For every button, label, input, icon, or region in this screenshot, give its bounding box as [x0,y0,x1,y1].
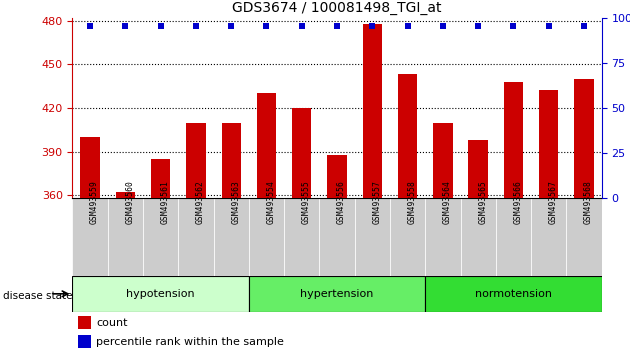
Text: GSM493558: GSM493558 [408,180,416,224]
Point [85,24,95,29]
Bar [116,193,135,198]
Bar [222,122,241,198]
FancyBboxPatch shape [249,276,425,312]
FancyBboxPatch shape [566,198,602,276]
Bar [186,122,205,198]
Text: GSM493568: GSM493568 [584,180,593,224]
Text: GSM493560: GSM493560 [125,180,134,224]
Point [367,24,377,29]
Bar [469,140,488,198]
FancyBboxPatch shape [319,198,355,276]
Text: GSM493566: GSM493566 [513,180,522,224]
Bar [151,159,170,198]
Text: GSM493554: GSM493554 [266,180,275,224]
FancyBboxPatch shape [531,198,566,276]
FancyBboxPatch shape [425,276,602,312]
FancyBboxPatch shape [249,198,284,276]
Text: hypotension: hypotension [127,289,195,299]
Bar [363,23,382,198]
Bar [77,316,91,329]
Text: percentile rank within the sample: percentile rank within the sample [96,337,284,347]
FancyBboxPatch shape [143,198,178,276]
FancyBboxPatch shape [214,198,249,276]
Text: normotension: normotension [475,289,552,299]
FancyBboxPatch shape [178,198,214,276]
Point [297,24,307,29]
Point [332,24,342,29]
FancyBboxPatch shape [72,276,249,312]
FancyBboxPatch shape [72,198,108,276]
Point [508,24,518,29]
Bar [398,74,417,198]
Bar [539,91,558,198]
Text: GSM493557: GSM493557 [372,180,381,224]
Point [438,24,448,29]
Bar [292,108,311,198]
Point [579,24,589,29]
FancyBboxPatch shape [284,198,319,276]
FancyBboxPatch shape [390,198,425,276]
Point [191,24,201,29]
Point [544,24,554,29]
FancyBboxPatch shape [425,198,461,276]
Text: disease state: disease state [3,291,72,301]
Text: GSM493565: GSM493565 [478,180,487,224]
Text: GSM493567: GSM493567 [549,180,558,224]
FancyBboxPatch shape [108,198,143,276]
Text: GSM493561: GSM493561 [161,180,169,224]
FancyBboxPatch shape [355,198,390,276]
Bar [257,93,276,198]
Text: GSM493555: GSM493555 [302,180,311,224]
FancyBboxPatch shape [461,198,496,276]
Text: GSM493559: GSM493559 [90,180,99,224]
Point [473,24,483,29]
Text: count: count [96,318,128,328]
Bar [433,122,452,198]
Bar [81,137,100,198]
Bar [328,155,347,198]
Text: GSM493556: GSM493556 [337,180,346,224]
Text: GSM493563: GSM493563 [231,180,240,224]
Point [261,24,272,29]
Point [403,24,413,29]
Bar [77,335,91,348]
Point [120,24,130,29]
Point [156,24,166,29]
Bar [575,79,593,198]
Text: hypertension: hypertension [301,289,374,299]
Bar [504,82,523,198]
Title: GDS3674 / 100081498_TGI_at: GDS3674 / 100081498_TGI_at [232,1,442,15]
Text: GSM493564: GSM493564 [443,180,452,224]
Text: GSM493562: GSM493562 [196,180,205,224]
Point [226,24,236,29]
FancyBboxPatch shape [496,198,531,276]
